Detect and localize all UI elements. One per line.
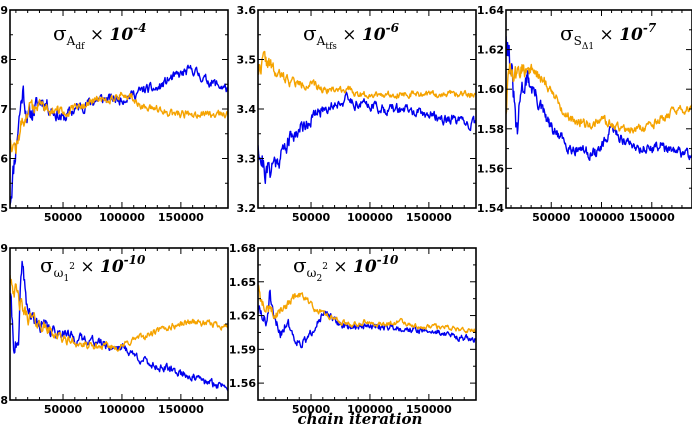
title-subscript: A	[316, 34, 326, 48]
panel-1: 50000 100000 150000 4.5 4.6 4.7 4.8 4.9 σAdf × 1…	[0, 4, 229, 224]
series-line-orange	[258, 50, 476, 100]
x-tick-label: 100000	[347, 403, 393, 416]
y-tick-label: 1.62	[229, 310, 256, 323]
series-line-orange	[258, 284, 476, 334]
y-tick-label: 3.6	[237, 4, 257, 17]
x-tick-label: 50000	[44, 211, 83, 224]
title-superscript: 2	[322, 262, 328, 272]
x-tick-label: 50000	[292, 211, 331, 224]
title-subsubscript: 1	[63, 274, 69, 284]
title-scale: 10	[353, 257, 377, 277]
panel-2: 50000 100000 150000 3.2 3.3 3.4 3.5 3.6 σAtfs × …	[237, 4, 477, 224]
plot-frame	[257, 247, 477, 401]
title-symbol: σ	[40, 253, 54, 277]
title-symbol: σ	[53, 21, 67, 45]
title-subsubscript: df	[75, 42, 85, 52]
panel-title: σSΔ1 × 10-7	[560, 21, 657, 52]
x-tick-label: 150000	[406, 403, 452, 416]
y-tick-label: 1.64	[477, 4, 504, 17]
y-tick-label: 4.8	[0, 54, 8, 67]
y-tick-label: 1.58	[477, 123, 504, 136]
title-times: ×	[328, 257, 353, 277]
y-tick-label: 3.2	[237, 202, 257, 215]
series-line-orange	[10, 91, 228, 155]
y-tick-label: 1.62	[477, 44, 504, 57]
y-tick-label: 3.5	[237, 54, 257, 67]
x-tick-label: 100000	[579, 211, 625, 224]
title-scale: 10	[619, 25, 643, 45]
title-scale: 10	[362, 25, 386, 45]
title-scale: 10	[100, 257, 124, 277]
title-superscript: 2	[69, 262, 75, 272]
series-line-blue	[258, 289, 476, 349]
x-tick-label: 150000	[629, 211, 675, 224]
panel-title: σAdf × 10-4	[53, 21, 147, 52]
x-tick-label: 150000	[158, 211, 204, 224]
y-tick-label: 4.6	[0, 153, 8, 166]
title-symbol: σ	[303, 21, 317, 45]
x-tick-label: 100000	[99, 403, 145, 416]
title-symbol: σ	[560, 21, 574, 45]
series-line-blue	[506, 36, 692, 161]
title-subsubscript: Δ1	[582, 42, 594, 52]
y-tick-label: 3.4	[237, 103, 257, 116]
title-symbol: σ	[293, 253, 307, 277]
title-subsubscript: tfs	[325, 42, 337, 52]
x-tick-label: 50000	[532, 211, 571, 224]
y-tick-label: 1.68	[229, 242, 256, 255]
title-scale: 10	[109, 25, 133, 45]
y-tick-label: 4.5	[0, 202, 8, 215]
title-exponent: -10	[124, 253, 146, 267]
x-tick-label: 50000	[44, 403, 83, 416]
x-tick-label: 150000	[158, 403, 204, 416]
panel-title: σAtfs × 10-6	[303, 21, 400, 52]
y-tick-label: 1.60	[477, 83, 504, 96]
panel-4: 50000 100000 150000 1.8 1.9 σω12 × 10-10	[0, 242, 229, 416]
y-tick-label: 4.7	[0, 103, 8, 116]
title-times: ×	[594, 25, 619, 45]
series-line-orange	[506, 62, 692, 134]
panel-3: 50000 100000 150000 1.54 1.56 1.58 1.60 1.62 1.6…	[477, 4, 692, 224]
title-times: ×	[75, 257, 100, 277]
title-subscript: S	[574, 34, 582, 48]
x-tick-label: 100000	[347, 211, 393, 224]
title-subsubscript: 2	[316, 274, 322, 284]
panel-title: σω22 × 10-10	[293, 253, 399, 284]
y-tick-label: 1.65	[229, 276, 256, 289]
y-tick-label: 1.56	[477, 162, 504, 175]
x-tick-label: 150000	[406, 211, 452, 224]
panel-title: σω12 × 10-10	[40, 253, 146, 284]
title-exponent: -4	[133, 21, 146, 35]
x-tick-label: 50000	[292, 403, 331, 416]
series-line-blue	[258, 91, 476, 184]
y-tick-label: 4.9	[0, 4, 8, 17]
x-tick-label: 100000	[99, 211, 145, 224]
title-subscript: A	[66, 34, 76, 48]
x-axis-label: chain iteration	[298, 410, 423, 428]
title-exponent: -7	[643, 21, 657, 35]
y-tick-label: 1.8	[0, 394, 8, 407]
series-line-blue	[10, 64, 228, 205]
title-subscript: ω	[307, 266, 317, 280]
y-tick-label: 1.56	[229, 377, 256, 390]
panel-5: 50000 100000 150000 1.56 1.59 1.62 1.65 1.68 σω2…	[229, 242, 477, 416]
title-exponent: -6	[386, 21, 400, 35]
title-exponent: -10	[377, 253, 399, 267]
y-tick-label: 3.3	[237, 153, 257, 166]
title-times: ×	[84, 25, 109, 45]
y-tick-label: 1.59	[229, 343, 256, 356]
y-tick-label: 1.9	[0, 242, 8, 255]
title-times: ×	[337, 25, 362, 45]
y-tick-label: 1.54	[477, 202, 504, 215]
series-line-orange	[10, 275, 228, 352]
title-subscript: ω	[54, 266, 64, 280]
